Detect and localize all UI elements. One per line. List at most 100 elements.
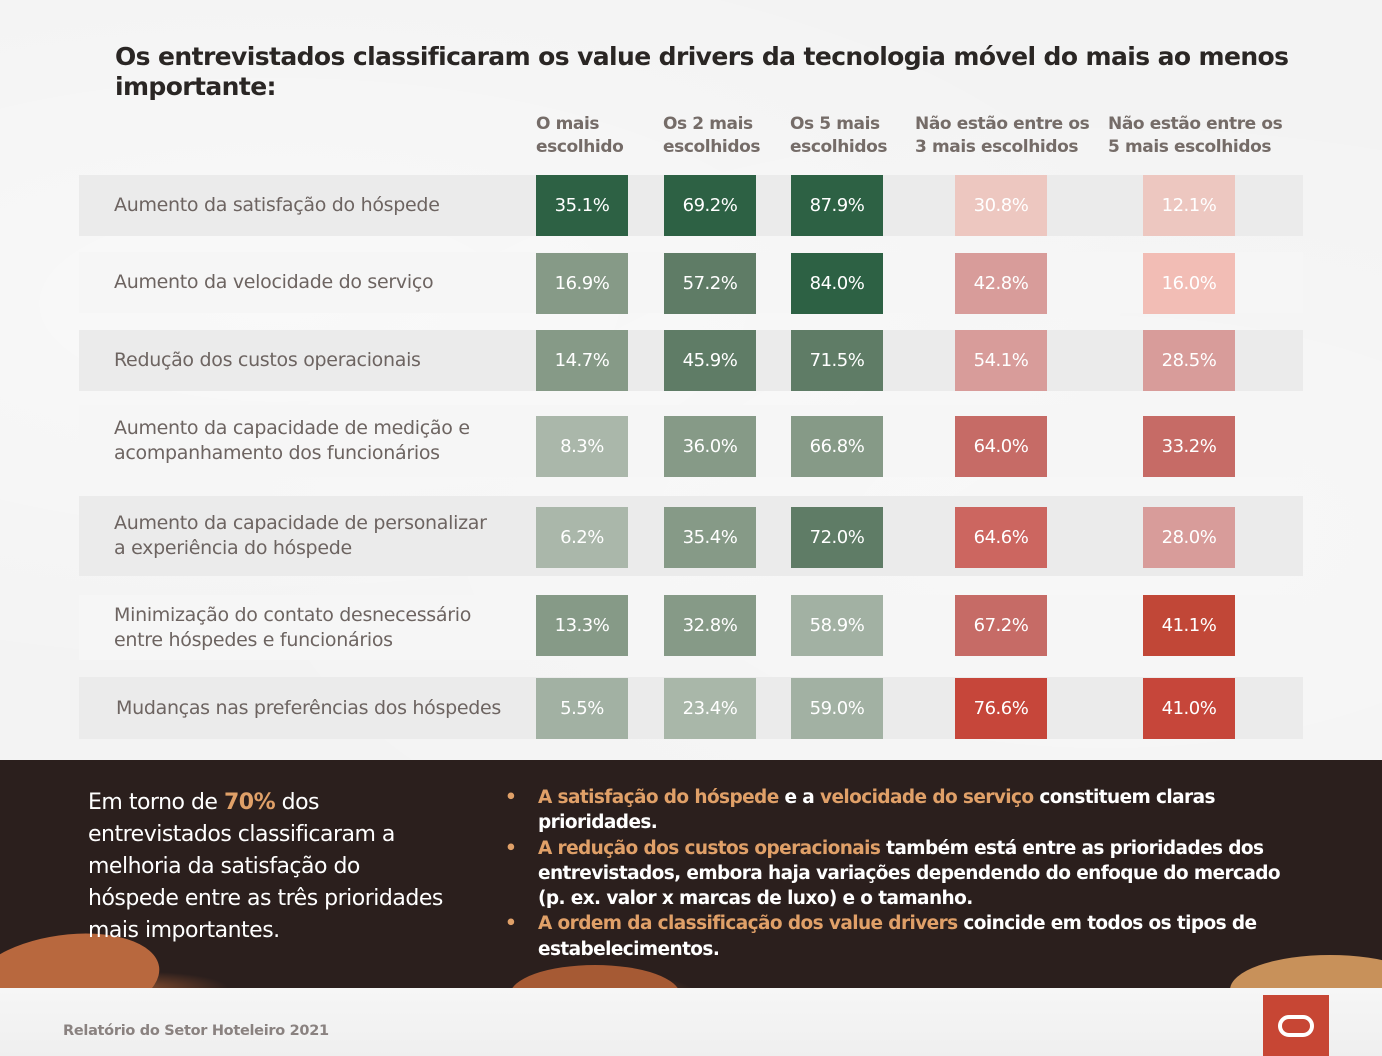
row-label-line: Mudanças nas preferências dos hóspedes (116, 696, 501, 719)
heatmap-cell: 32.8% (664, 595, 756, 656)
callout-suffix: dos entrevistados classificaram a melhor… (88, 790, 443, 943)
heatmap-cell: 67.2% (955, 595, 1047, 656)
key-insight-callout: Em torno de 70% dos entrevistados classi… (88, 787, 448, 947)
heatmap-cell: 33.2% (1143, 416, 1235, 477)
heatmap-cell: 13.3% (536, 595, 628, 656)
column-header: O mais escolhido (536, 113, 624, 159)
row-label-text: Aumento da capacidade de personalizar a e… (114, 511, 487, 561)
heatmap-cell: 35.1% (536, 175, 628, 236)
heatmap-cell: 12.1% (1143, 175, 1235, 236)
insight-bullet: • A redução dos custos operacionais també… (505, 836, 1305, 912)
bullet-highlight: A satisfação do hóspede (538, 787, 779, 808)
row-label-text: Redução dos custos operacionais (114, 348, 421, 373)
column-header: Os 2 mais escolhidos (663, 113, 761, 159)
row-label: Mudanças nas preferências dos hóspedes (116, 677, 501, 739)
heatmap-cell: 6.2% (536, 507, 628, 568)
row-label-line: a experiência do hóspede (114, 537, 352, 559)
row-label-text: Mudanças nas preferências dos hóspedes (116, 696, 501, 721)
row-label: Aumento da velocidade do serviço (114, 252, 434, 313)
bullet-text: e a (778, 787, 821, 808)
heatmap-cell: 57.2% (664, 253, 756, 314)
heatmap-cell: 59.0% (791, 678, 883, 739)
oracle-logo-icon (1263, 995, 1329, 1056)
bullet-highlight: A ordem da classificação dos value drive… (538, 913, 958, 935)
bullet-text: também está entre as prioridades dos ent… (538, 837, 1281, 910)
heatmap-cell: 36.0% (664, 416, 756, 477)
row-label-text: Minimização do contato desnecessário entr… (114, 603, 471, 653)
heatmap-cell: 16.0% (1143, 253, 1235, 314)
callout-prefix: Em torno de (88, 790, 224, 815)
heatmap-cell: 35.4% (664, 507, 756, 568)
column-header-line: escolhidos (790, 137, 888, 157)
insight-bullet: • A ordem da classificação dos value driv… (505, 911, 1305, 962)
insights-panel (0, 760, 1382, 988)
row-label-line: Minimização do contato desnecessário (114, 603, 472, 626)
column-header-line: Os 5 mais (790, 114, 880, 134)
heatmap-cell: 41.1% (1143, 595, 1235, 656)
row-label: Minimização do contato desnecessário entr… (114, 595, 471, 660)
heatmap-cell: 69.2% (664, 175, 756, 236)
column-header-line: Não estão entre os (1108, 114, 1283, 134)
column-header-line: escolhidos (663, 137, 761, 157)
heatmap-cell: 45.9% (664, 330, 756, 391)
column-header-line: Os 2 mais (663, 114, 753, 134)
heatmap-cell: 58.9% (791, 595, 883, 656)
bullet-text: coincide em todos os tipos de estabeleci… (538, 913, 1257, 960)
heatmap-cell: 14.7% (536, 330, 628, 391)
row-label: Redução dos custos operacionais (114, 330, 421, 391)
heatmap-cell: 76.6% (955, 678, 1047, 739)
row-label-line: entre hóspedes e funcionários (114, 628, 393, 651)
heatmap-cell: 66.8% (791, 416, 883, 477)
column-header: Não estão entre os 5 mais escolhidos (1108, 113, 1283, 159)
page-title: Os entrevistados classificaram os value … (115, 42, 1289, 101)
column-header-line: 5 mais escolhidos (1108, 137, 1272, 157)
column-header-line: 3 mais escolhidos (915, 137, 1079, 157)
heatmap-cell: 23.4% (664, 678, 756, 739)
column-header: Os 5 mais escolhidos (790, 113, 888, 159)
decorative-wood-blob (510, 965, 680, 988)
row-label-line: acompanhamento dos funcionários (114, 442, 440, 464)
heatmap-cell: 72.0% (791, 507, 883, 568)
callout-highlight: 70% (223, 790, 276, 815)
heatmap-cell: 16.9% (536, 253, 628, 314)
heatmap-cell: 64.6% (955, 507, 1047, 568)
heatmap-cell: 8.3% (536, 416, 628, 477)
report-title: Relatório do Setor Hoteleiro 2021 (63, 1023, 329, 1039)
bullet-dot-icon: • (505, 837, 517, 859)
row-label: Aumento da capacidade de personalizar a e… (114, 496, 487, 576)
heatmap-cell: 87.9% (791, 175, 883, 236)
row-label: Aumento da satisfação do hóspede (114, 175, 440, 236)
row-label-line: Aumento da capacidade de medição e (114, 417, 470, 439)
row-label-line: Aumento da satisfação do hóspede (114, 194, 440, 216)
row-label: Aumento da capacidade de medição e acompa… (114, 405, 470, 477)
bullet-text: constituem claras prioridades. (538, 787, 1215, 834)
bullet-highlight: velocidade do serviço (820, 787, 1034, 808)
footer (0, 988, 1382, 1056)
row-label-line: Redução dos custos operacionais (114, 349, 421, 371)
bullet-dot-icon: • (505, 913, 517, 935)
bullet-highlight: A redução dos custos operacionais (538, 837, 881, 859)
insight-bullet: • A satisfação do hóspede e a velocidade … (505, 785, 1305, 836)
column-header-line: escolhido (536, 137, 624, 157)
heatmap-cell: 30.8% (955, 175, 1047, 236)
column-header: Não estão entre os 3 mais escolhidos (915, 113, 1090, 159)
row-label-line: Aumento da capacidade de personalizar (114, 512, 487, 534)
column-header-line: Não estão entre os (915, 114, 1090, 134)
heatmap-cell: 71.5% (791, 330, 883, 391)
row-label-text: Aumento da capacidade de medição e acompa… (114, 416, 470, 466)
row-label-line: Aumento da velocidade do serviço (114, 271, 434, 293)
column-header-line: O mais (536, 114, 600, 134)
heatmap-cell: 5.5% (536, 678, 628, 739)
insight-bullets: • A satisfação do hóspede e a velocidade … (505, 785, 1305, 962)
heatmap-cell: 42.8% (955, 253, 1047, 314)
bullet-dot-icon: • (505, 787, 517, 808)
heatmap-cell: 28.5% (1143, 330, 1235, 391)
row-label-text: Aumento da velocidade do serviço (114, 270, 434, 295)
heatmap-cell: 84.0% (791, 253, 883, 314)
heatmap-cell: 41.0% (1143, 678, 1235, 739)
heatmap-cell: 54.1% (955, 330, 1047, 391)
heatmap-cell: 28.0% (1143, 507, 1235, 568)
heatmap-cell: 64.0% (955, 416, 1047, 477)
row-label-text: Aumento da satisfação do hóspede (114, 193, 440, 218)
oracle-logo-ring (1278, 1014, 1314, 1037)
